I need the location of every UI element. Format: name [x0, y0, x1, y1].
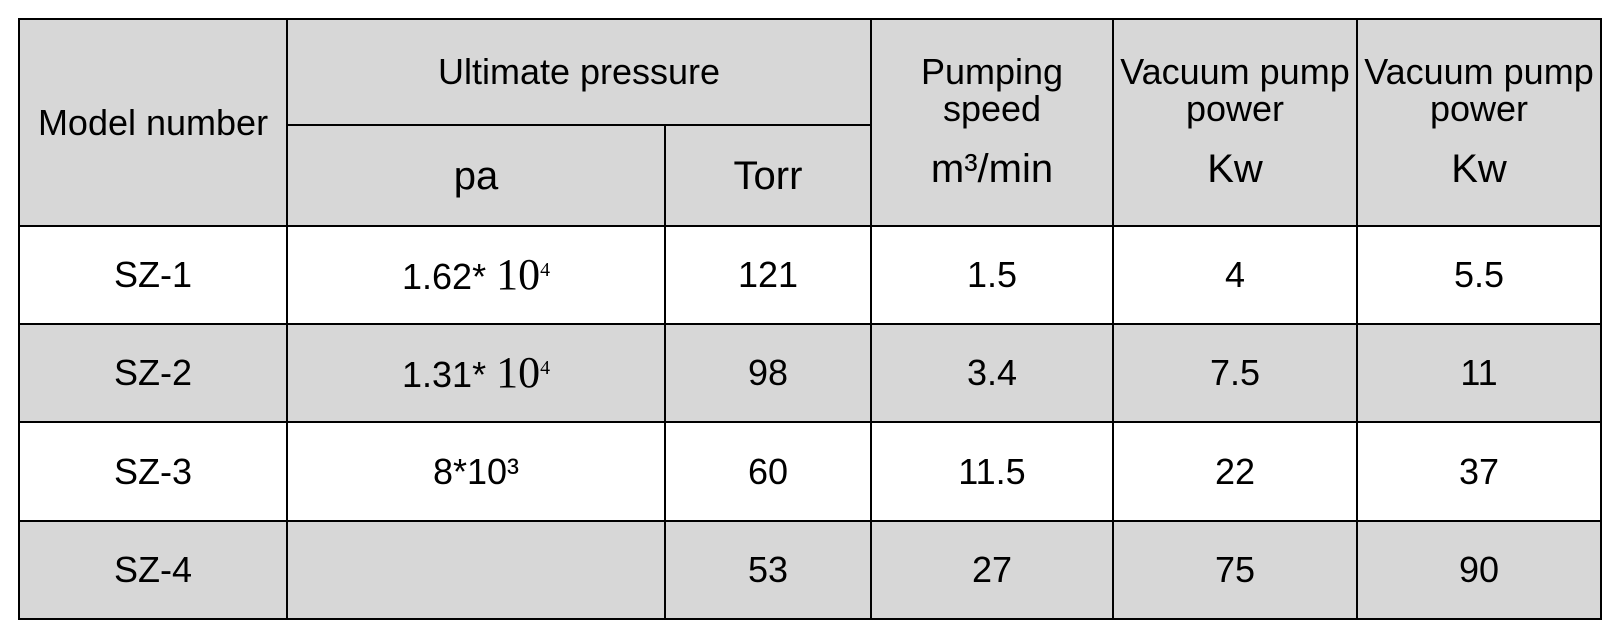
model-header-text: Model number — [38, 102, 268, 143]
col-torr-header: Torr — [665, 125, 871, 225]
table-row: SZ-4 53 27 75 90 — [19, 521, 1601, 619]
cell-power1: 4 — [1113, 226, 1357, 324]
cell-pa — [287, 521, 665, 619]
cell-model: SZ-2 — [19, 324, 287, 422]
table-row: SZ-2 1.31* 104 98 3.4 7.5 11 — [19, 324, 1601, 422]
col-ultimate-pressure-header: Ultimate pressure — [287, 19, 871, 125]
cell-speed: 11.5 — [871, 422, 1113, 520]
cell-speed: 3.4 — [871, 324, 1113, 422]
cell-torr: 60 — [665, 422, 871, 520]
cell-torr: 121 — [665, 226, 871, 324]
col-power2-header: Vacuum pump power Kw — [1357, 19, 1601, 226]
cell-torr: 98 — [665, 324, 871, 422]
col-pumping-speed-header: Pumping speed m³/min — [871, 19, 1113, 226]
col-pa-header: pa — [287, 125, 665, 225]
cell-model: SZ-3 — [19, 422, 287, 520]
cell-power2: 90 — [1357, 521, 1601, 619]
cell-speed: 27 — [871, 521, 1113, 619]
torr-header-text: Torr — [734, 154, 803, 198]
cell-model: SZ-1 — [19, 226, 287, 324]
cell-power1: 75 — [1113, 521, 1357, 619]
power2-label: Vacuum pump power — [1362, 53, 1596, 129]
pa-exp: 4 — [540, 357, 550, 379]
ultimate-pressure-text: Ultimate pressure — [438, 51, 720, 92]
pa-prefix: 1.62* — [402, 256, 496, 297]
pa-plain: 8*10³ — [433, 451, 519, 492]
pa-prefix: 1.31* — [402, 354, 496, 395]
cell-pa: 1.31* 104 — [287, 324, 665, 422]
pa-base: 10 — [496, 348, 540, 397]
cell-power2: 5.5 — [1357, 226, 1601, 324]
cell-pa: 8*10³ — [287, 422, 665, 520]
power1-unit: Kw — [1207, 146, 1263, 192]
spec-table: Model number Ultimate pressure Pumping s… — [18, 18, 1602, 620]
table-row: SZ-3 8*10³ 60 11.5 22 37 — [19, 422, 1601, 520]
pa-base: 10 — [496, 250, 540, 299]
pumping-speed-unit: m³/min — [931, 146, 1053, 192]
pa-header-text: pa — [454, 154, 499, 198]
cell-torr: 53 — [665, 521, 871, 619]
cell-power1: 22 — [1113, 422, 1357, 520]
cell-power1: 7.5 — [1113, 324, 1357, 422]
power1-label: Vacuum pump power — [1118, 53, 1352, 129]
cell-power2: 11 — [1357, 324, 1601, 422]
col-power1-header: Vacuum pump power Kw — [1113, 19, 1357, 226]
cell-model: SZ-4 — [19, 521, 287, 619]
power2-unit: Kw — [1451, 146, 1507, 192]
table-row: SZ-1 1.62* 104 121 1.5 4 5.5 — [19, 226, 1601, 324]
col-model-header: Model number — [19, 19, 287, 226]
cell-speed: 1.5 — [871, 226, 1113, 324]
cell-pa: 1.62* 104 — [287, 226, 665, 324]
pa-exp: 4 — [540, 259, 550, 281]
pumping-speed-label: Pumping speed — [876, 53, 1108, 129]
cell-power2: 37 — [1357, 422, 1601, 520]
